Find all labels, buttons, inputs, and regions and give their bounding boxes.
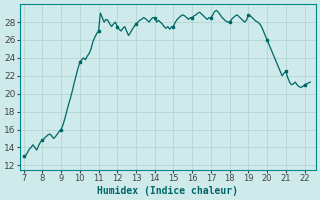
X-axis label: Humidex (Indice chaleur): Humidex (Indice chaleur) <box>97 186 238 196</box>
